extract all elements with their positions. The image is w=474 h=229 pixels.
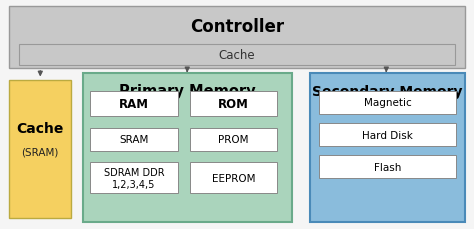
Text: Controller: Controller: [190, 18, 284, 36]
Text: Secondary Memory: Secondary Memory: [312, 84, 463, 98]
Text: Magnetic: Magnetic: [364, 98, 411, 108]
Bar: [319, 124, 456, 147]
Bar: [9, 80, 71, 218]
Text: EEPROM: EEPROM: [212, 173, 255, 183]
Text: RAM: RAM: [119, 98, 149, 111]
Bar: [190, 163, 277, 194]
Bar: [9, 7, 465, 69]
Bar: [83, 73, 292, 222]
Text: (SRAM): (SRAM): [22, 147, 59, 157]
Text: Hard Disk: Hard Disk: [362, 130, 413, 140]
Bar: [190, 128, 277, 151]
Bar: [319, 92, 456, 114]
Text: Flash: Flash: [374, 162, 401, 172]
Bar: [19, 45, 455, 65]
Text: SDRAM DDR
1,2,3,4,5: SDRAM DDR 1,2,3,4,5: [104, 167, 164, 189]
Text: SRAM: SRAM: [119, 135, 148, 145]
Text: Cache: Cache: [219, 49, 255, 62]
Text: PROM: PROM: [218, 135, 249, 145]
Bar: [310, 73, 465, 222]
Bar: [90, 92, 178, 117]
Text: Cache: Cache: [17, 121, 64, 135]
Bar: [319, 156, 456, 179]
Bar: [90, 163, 178, 194]
Bar: [190, 92, 277, 117]
Text: Primary Memory: Primary Memory: [119, 84, 255, 99]
Text: ROM: ROM: [218, 98, 249, 111]
Bar: [90, 128, 178, 151]
